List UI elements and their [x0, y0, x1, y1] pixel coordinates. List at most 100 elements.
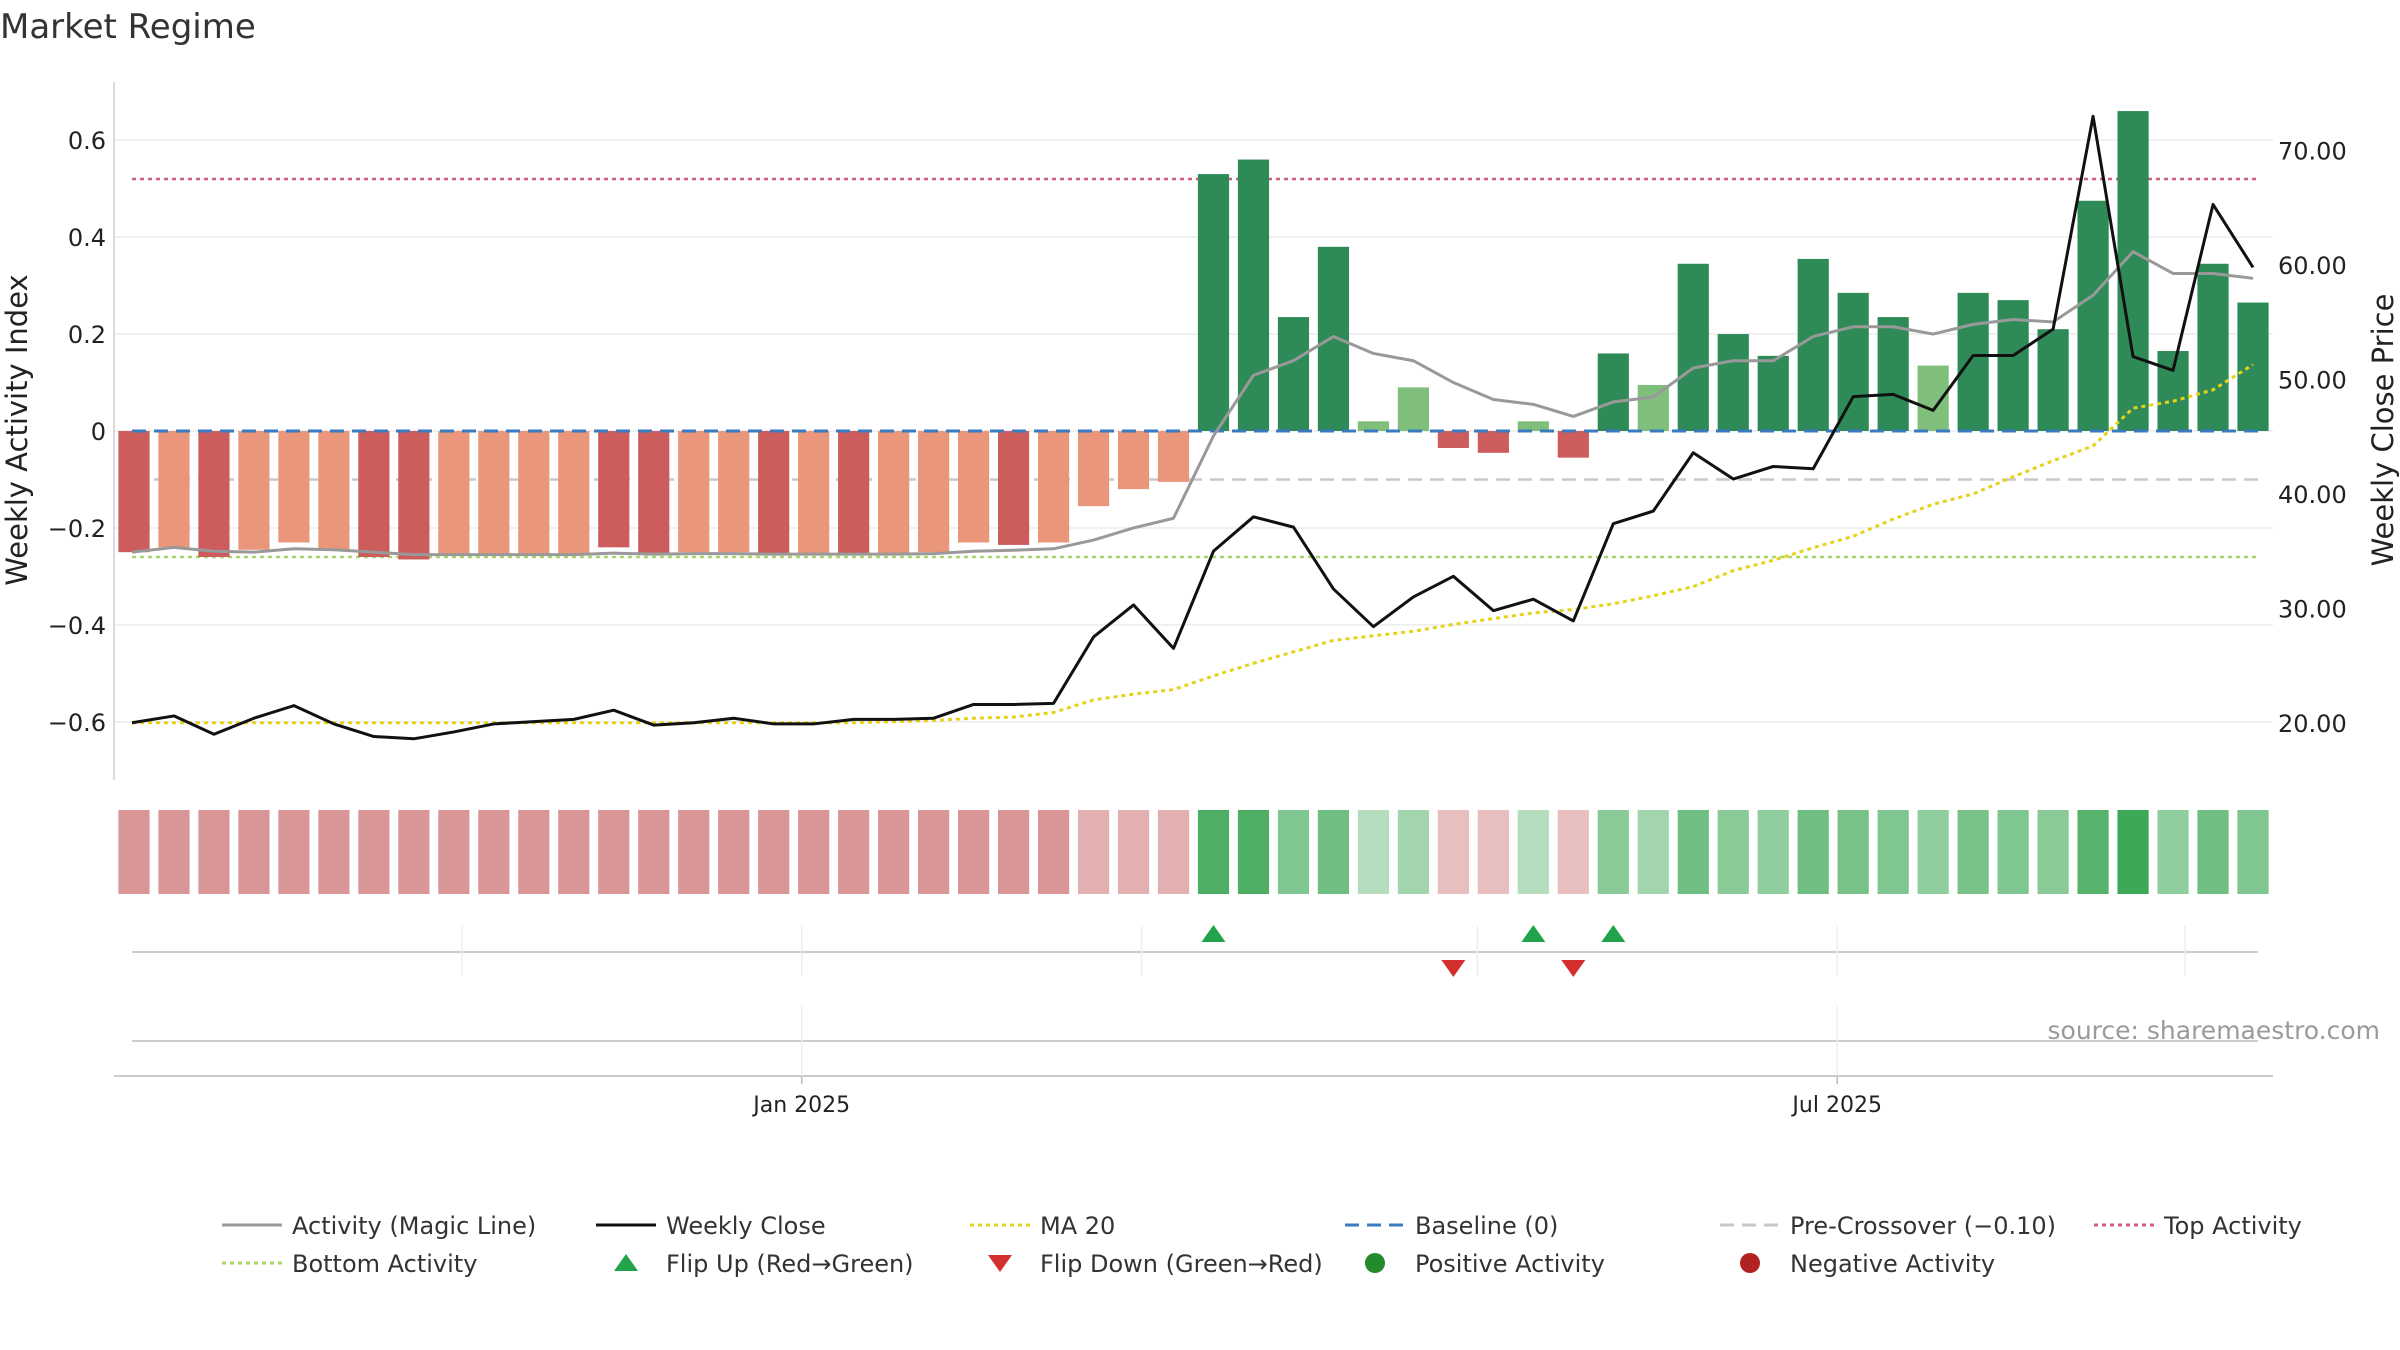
regime-cell — [678, 810, 710, 894]
activity-bar — [798, 431, 830, 555]
regime-cell — [1997, 810, 2029, 894]
activity-bar — [1117, 431, 1150, 490]
activity-bar — [878, 431, 910, 555]
activity-bar — [1877, 317, 1909, 431]
right-tick-label: 40.00 — [2278, 481, 2347, 509]
regime-cell — [758, 810, 790, 894]
activity-bar — [1557, 431, 1589, 458]
series-lines — [131, 114, 2258, 741]
x-axis-ticks: Jan 2025 Jul 2025 — [751, 1076, 1882, 1118]
legend-item: Pre-Crossover (−0.10) — [1720, 1212, 2056, 1240]
activity-bar — [118, 431, 150, 553]
legend-label: Flip Down (Green→Red) — [1040, 1250, 1323, 1278]
regime-cell — [1037, 810, 1070, 894]
regime-cell — [1837, 810, 1869, 894]
legend-item: Flip Up (Red→Green) — [614, 1250, 914, 1278]
activity-bar — [438, 431, 470, 555]
left-tick-label: 0.6 — [68, 127, 106, 155]
bottom-panel: Jan 2025 Jul 2025 source: sharemaestro.co… — [114, 1006, 2380, 1118]
regime-cell — [958, 810, 990, 894]
flip-down-marker — [1561, 960, 1586, 977]
activity-bar — [358, 431, 390, 558]
regime-cell — [918, 810, 950, 894]
activity-bar — [1597, 353, 1629, 431]
regime-cell — [118, 810, 150, 894]
regime-cell — [1477, 810, 1509, 894]
regime-cell — [1117, 810, 1150, 894]
legend-item: Negative Activity — [1740, 1250, 1995, 1278]
regime-cell — [1557, 810, 1589, 894]
activity-bar — [1437, 431, 1469, 448]
activity-bar — [558, 431, 590, 555]
activity-bar — [1477, 431, 1509, 453]
regime-cell — [558, 810, 590, 894]
activity-bar — [718, 431, 750, 553]
regime-cell — [1237, 810, 1270, 894]
regime-strip — [118, 810, 2269, 894]
regime-cell — [1277, 810, 1310, 894]
legend-swatch — [1365, 1253, 1385, 1273]
legend-item: Top Activity — [2094, 1212, 2302, 1240]
regime-cell — [1957, 810, 1989, 894]
regime-cell — [1157, 810, 1190, 894]
left-axis-label: Weekly Activity Index — [0, 274, 34, 585]
right-axis-label: Weekly Close Price — [2366, 294, 2400, 567]
flip-up-marker — [1201, 925, 1226, 942]
activity-bar — [958, 431, 990, 543]
activity-bar — [158, 431, 190, 548]
ma20-line — [132, 363, 2254, 725]
activity-bar — [2117, 111, 2149, 431]
regime-cell — [1917, 810, 1949, 894]
legend-label: Baseline (0) — [1415, 1212, 1558, 1240]
regime-cell — [838, 810, 870, 894]
right-tick-label: 50.00 — [2278, 367, 2347, 395]
legend-label: Top Activity — [2163, 1212, 2302, 1240]
regime-cell — [238, 810, 270, 894]
regime-cell — [1797, 810, 1829, 894]
legend-label: Positive Activity — [1415, 1250, 1605, 1278]
left-tick-label: −0.4 — [48, 612, 106, 640]
regime-cell — [798, 810, 830, 894]
regime-cell — [1717, 810, 1749, 894]
regime-cell — [2237, 810, 2269, 894]
legend-label: Negative Activity — [1790, 1250, 1995, 1278]
regime-cell — [598, 810, 630, 894]
legend-item: Weekly Close — [596, 1212, 826, 1240]
regime-cell — [1317, 810, 1350, 894]
activity-bar — [1317, 246, 1350, 431]
regime-cell — [1757, 810, 1789, 894]
right-axis-ticks: 70.00 60.00 50.00 40.00 30.00 20.00 — [2278, 138, 2347, 738]
activity-bar — [2037, 329, 2069, 431]
legend-label: Pre-Crossover (−0.10) — [1790, 1212, 2056, 1240]
regime-cell — [1637, 810, 1669, 894]
activity-bars — [118, 111, 2269, 560]
regime-cell — [1877, 810, 1909, 894]
activity-bar — [518, 431, 550, 555]
activity-bar — [1757, 355, 1789, 431]
weekly-close-line — [131, 114, 2255, 741]
regime-cell — [278, 810, 310, 894]
activity-bar — [2197, 263, 2229, 431]
legend-label: Activity (Magic Line) — [292, 1212, 536, 1240]
left-tick-label: −0.6 — [48, 709, 106, 737]
regime-cell — [2157, 810, 2189, 894]
regime-cell — [2117, 810, 2149, 894]
regime-cell — [1437, 810, 1469, 894]
activity-bar — [838, 431, 870, 555]
legend-label: Bottom Activity — [292, 1250, 477, 1278]
activity-bar — [2157, 351, 2189, 431]
regime-cell — [518, 810, 550, 894]
left-tick-label: 0 — [91, 418, 106, 446]
regime-cell — [2197, 810, 2229, 894]
left-tick-label: −0.2 — [48, 515, 106, 543]
flip-up-marker — [1601, 925, 1626, 942]
regime-cell — [2037, 810, 2069, 894]
legend-label: Weekly Close — [666, 1212, 826, 1240]
x-tick-label: Jan 2025 — [751, 1093, 850, 1118]
activity-bar — [1957, 292, 1989, 431]
activity-bar — [1837, 292, 1869, 431]
activity-bar — [1077, 431, 1110, 507]
source-note: source: sharemaestro.com — [2048, 1016, 2381, 1045]
flip-panel — [132, 925, 2258, 977]
